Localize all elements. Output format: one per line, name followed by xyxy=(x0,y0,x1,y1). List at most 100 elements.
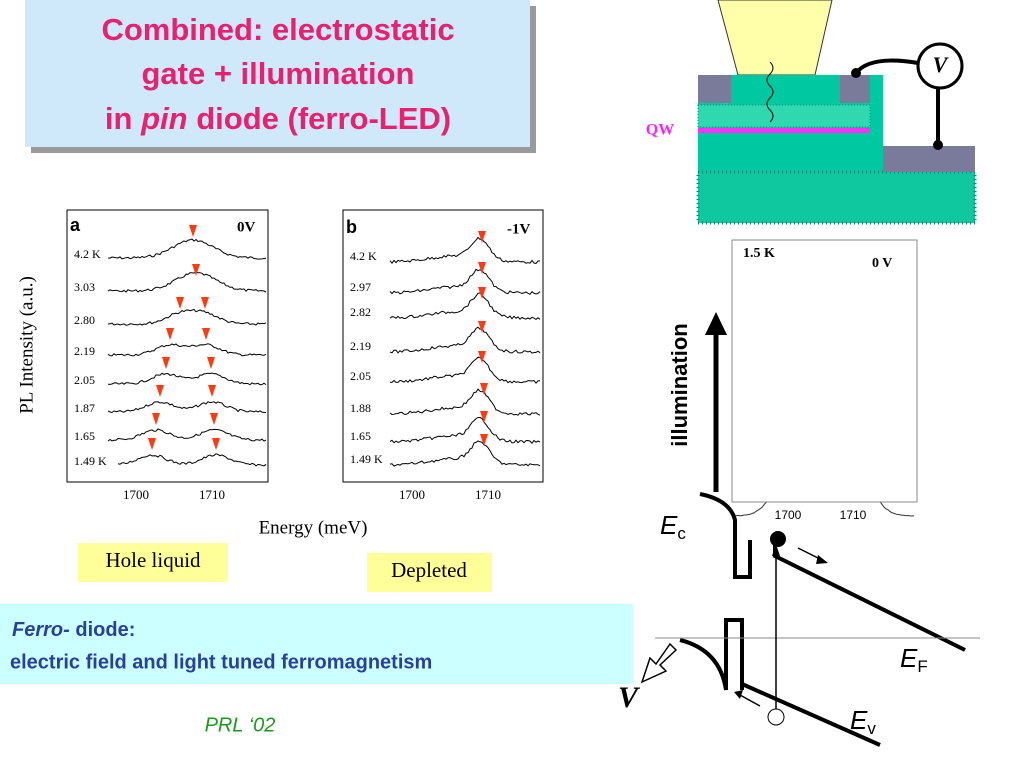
hole xyxy=(767,708,785,726)
wire-end xyxy=(933,140,943,150)
arrow-label: illumination xyxy=(667,323,692,446)
band-diagram xyxy=(679,492,966,747)
peak-marker xyxy=(480,411,488,423)
trace-label: 4.2 K xyxy=(350,249,377,263)
bias-label: 0V xyxy=(237,219,256,235)
trace-label: 2.19 xyxy=(74,344,95,358)
title-line: Combined: electrostatic xyxy=(101,12,454,47)
summary-line: Ferro- diode: xyxy=(12,619,135,641)
trace-label: 1.88 xyxy=(350,401,371,415)
spectrum xyxy=(389,440,541,467)
trace-label: 1.65 xyxy=(74,429,95,443)
peak-marker xyxy=(202,328,210,340)
spectrum xyxy=(389,416,541,444)
peak-marker xyxy=(148,438,156,450)
temp-label: 1.5 K xyxy=(743,246,775,261)
peak-marker xyxy=(478,231,486,243)
peak-marker xyxy=(192,264,200,276)
contact xyxy=(698,75,731,103)
tag: Depleted xyxy=(391,558,467,582)
band-subscript: F xyxy=(917,657,927,676)
summary-box xyxy=(0,604,633,684)
peak-marker xyxy=(478,351,486,363)
band-subscript: c xyxy=(677,524,686,543)
y-axis-label: PL Intensity (a.u.) xyxy=(16,276,37,414)
contact xyxy=(840,75,870,103)
peak-marker xyxy=(480,434,488,446)
spectrum xyxy=(117,453,267,467)
spectrum xyxy=(389,388,541,416)
peak-marker xyxy=(210,413,218,425)
trace-label: 1.65 xyxy=(350,429,371,443)
band-symbol: E xyxy=(850,705,868,735)
drift-arrow xyxy=(739,694,761,707)
quantum-well xyxy=(698,128,870,133)
spectrum xyxy=(107,428,267,442)
x-tick-label: 1700 xyxy=(123,487,149,502)
citation: PRL ‘02 xyxy=(205,714,276,736)
arrow-head xyxy=(734,690,743,699)
panel-letter: b xyxy=(346,217,357,237)
trace-label: 1.49 K xyxy=(74,454,107,468)
band-label: EF xyxy=(900,643,928,677)
trace-label: 1.49 K xyxy=(350,452,383,466)
spectrum xyxy=(389,356,541,384)
spectrum xyxy=(107,308,267,326)
qw-label: QW xyxy=(646,122,674,139)
band-subscript: v xyxy=(867,719,876,738)
conduction-band xyxy=(699,492,752,579)
valence-band xyxy=(679,618,744,691)
band-label: Ec xyxy=(660,510,686,544)
peak-marker xyxy=(152,413,160,425)
spectrum xyxy=(107,238,267,260)
bias-symbol: V xyxy=(618,681,641,714)
peak-marker xyxy=(189,225,197,237)
spectrum xyxy=(107,401,266,414)
peak-marker xyxy=(201,297,209,309)
arrow-head xyxy=(772,544,780,556)
voltmeter xyxy=(916,42,964,90)
wire xyxy=(854,58,919,75)
spectrum xyxy=(389,236,541,265)
peak-marker xyxy=(166,328,174,340)
peak-marker xyxy=(208,385,216,397)
photon xyxy=(766,61,774,123)
x-tick-label: 1710 xyxy=(475,487,501,502)
spectrum xyxy=(107,271,267,293)
trace-label: 2.97 xyxy=(350,280,371,294)
tag-box xyxy=(78,543,228,582)
summary-em: Ferro- xyxy=(12,619,70,641)
peak-marker xyxy=(212,438,220,450)
voltmeter-label: V xyxy=(933,52,950,77)
trace-label: 2.05 xyxy=(350,369,371,383)
trace-label: 2.82 xyxy=(350,305,371,319)
peak-marker xyxy=(478,321,486,333)
peak-marker xyxy=(156,385,164,397)
peak-marker xyxy=(162,357,170,369)
panel-frame xyxy=(731,239,918,503)
band-symbol: E xyxy=(900,643,918,673)
panel-frame xyxy=(342,209,544,483)
title-line: in pin diode (ferro-LED) xyxy=(105,101,451,136)
peak-marker xyxy=(176,297,184,309)
field-arrow xyxy=(640,642,678,684)
peak-marker xyxy=(478,287,486,299)
trace-label: 3.03 xyxy=(74,280,95,294)
x-tick-label: 1710 xyxy=(199,487,225,502)
arrow-head xyxy=(705,312,727,335)
tag-box xyxy=(367,553,492,592)
x-axis-label: Energy (meV) xyxy=(259,517,368,538)
band-symbol: E xyxy=(660,510,678,540)
trace-label: 2.19 xyxy=(350,339,371,353)
spectrum xyxy=(389,326,541,354)
spectrum xyxy=(107,372,267,386)
trace-label: 2.05 xyxy=(74,373,95,387)
panel-letter: a xyxy=(70,215,81,235)
summary-text: diode: xyxy=(75,619,135,641)
x-tick-label: 1700 xyxy=(399,487,425,502)
peak-marker xyxy=(478,262,486,274)
valence-band xyxy=(741,682,881,747)
bias-label: -1V xyxy=(507,221,530,237)
trace-label: 1.87 xyxy=(74,401,95,415)
